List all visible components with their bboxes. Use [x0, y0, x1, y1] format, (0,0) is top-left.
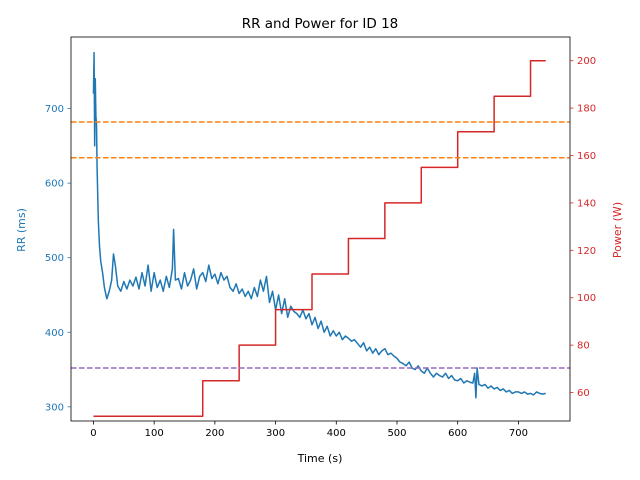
x-tick-label: 500 [387, 428, 406, 439]
y-right-tick-label: 200 [577, 56, 596, 67]
plot-frame [70, 36, 571, 422]
axes: 0 100 200 300 400 500 600 700 300 400 500 600 700 60 8… [45, 36, 596, 439]
plot-clipped-group [71, 51, 570, 418]
x-tick-label: 300 [266, 428, 285, 439]
y-left-tick-label: 300 [45, 402, 64, 413]
y-right-tick-label: 80 [577, 341, 590, 352]
x-tick-label: 700 [509, 428, 528, 439]
plot-area [71, 51, 570, 418]
y-axis-left-label: RR (ms) [15, 208, 28, 252]
x-axis-label: Time (s) [297, 452, 343, 465]
x-tick-label: 600 [448, 428, 467, 439]
chart-title: RR and Power for ID 18 [242, 16, 399, 32]
y-right-tick-label: 100 [577, 293, 596, 304]
y-axis-right-label: Power (W) [611, 202, 624, 258]
x-tick-label: 400 [327, 428, 346, 439]
y-right-tick-label: 120 [577, 246, 596, 257]
x-tick-label: 100 [145, 428, 164, 439]
y-left-tick-label: 700 [45, 104, 64, 115]
y-left-tick-label: 600 [45, 179, 64, 190]
x-tick-label: 0 [90, 428, 96, 439]
y-right-tick-label: 140 [577, 198, 596, 209]
y-right-tick-label: 60 [577, 388, 590, 399]
power-series-line [93, 59, 546, 418]
x-tick-label: 200 [205, 428, 224, 439]
y-right-tick-label: 160 [577, 151, 596, 162]
y-left-tick-label: 500 [45, 253, 64, 264]
y-left-tick-label: 400 [45, 328, 64, 339]
y-right-tick-label: 180 [577, 104, 596, 115]
rr-series-line [92, 51, 546, 399]
